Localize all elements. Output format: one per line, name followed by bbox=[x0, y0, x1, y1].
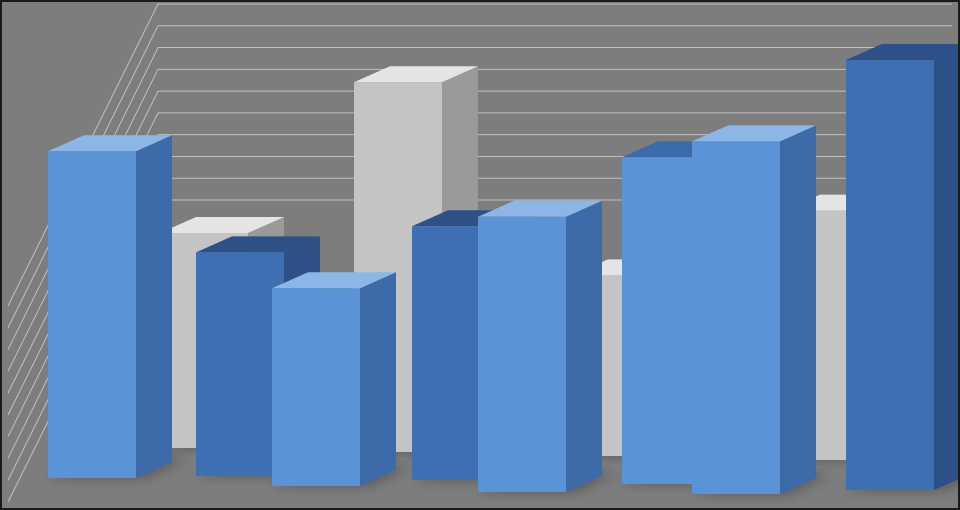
chart-svg bbox=[0, 0, 960, 510]
bar bbox=[48, 135, 172, 478]
bar bbox=[272, 272, 396, 486]
bar bbox=[846, 44, 960, 490]
bar bbox=[692, 125, 816, 494]
bar bbox=[478, 201, 602, 492]
bar-chart-3d bbox=[0, 0, 960, 510]
